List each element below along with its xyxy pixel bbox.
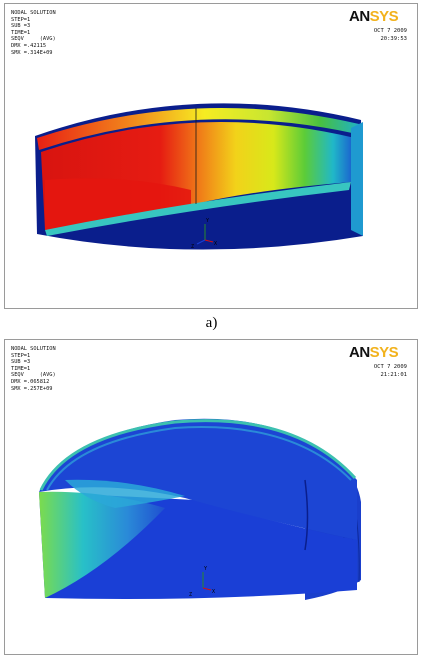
legend-line: STEP=1 (11, 16, 31, 23)
legend-line: TIME=1 (11, 29, 31, 36)
legend-line: SUB =3 (11, 23, 31, 30)
stressed-face (39, 491, 165, 598)
legend-line: STEP=1 (11, 352, 31, 359)
legend-line: DMX =.42115 (11, 42, 47, 49)
end-face (351, 122, 363, 236)
axis-z-label: Z (189, 592, 192, 598)
legend-line: SMX =.314E+09 (11, 49, 53, 56)
axis-y-label: Y (204, 566, 207, 572)
date-label: OCT 7 2009 (373, 364, 407, 370)
cyan-region (65, 479, 185, 508)
axis-y-label: Y (206, 218, 209, 224)
logo-sys: SYS (369, 8, 399, 25)
axis-x-label: X (214, 241, 217, 247)
result-panel-b: NODAL SOLUTION STEP=1 SUB =3 TIME=1 SEQV (AV… (4, 339, 418, 655)
axis-x-label: X (212, 589, 215, 595)
rim-edge (39, 419, 357, 491)
axis-triad: Y Z X (189, 566, 215, 598)
stress-contour-model-a: Y Z X (35, 103, 363, 250)
top-rim (37, 107, 359, 150)
legend-title: NODAL SOLUTION (11, 10, 56, 16)
figure-caption-a: a) (205, 315, 218, 331)
logo-sys: SYS (369, 344, 399, 361)
section-line (304, 479, 309, 551)
legend-block: NODAL SOLUTION STEP=1 SUB =3 TIME=1 SEQV (AV… (11, 346, 56, 392)
logo-an: AN (349, 8, 370, 25)
top-surface (39, 418, 357, 540)
legend-block: NODAL SOLUTION STEP=1 SUB =3 TIME=1 SEQV (AV… (11, 10, 56, 56)
ansys-logo: ANSYS (349, 345, 407, 361)
legend-line: TIME=1 (11, 365, 31, 372)
time-label: 21:21:01 (380, 372, 408, 378)
lower-edge-band (45, 182, 351, 236)
stress-hotspot (45, 178, 191, 230)
timestamp: OCT 7 2009 20:39:53 (374, 27, 407, 43)
result-panel-a: NODAL SOLUTION STEP=1 SUB =3 TIME=1 SEQV (AV… (4, 3, 418, 309)
legend-line: DMX =.065812 (11, 378, 50, 385)
legend-line: SMX =.257E+09 (11, 385, 53, 392)
date-label: OCT 7 2009 (373, 28, 407, 34)
timestamp: OCT 7 2009 21:21:01 (374, 363, 407, 379)
legend-line: SUB =3 (11, 359, 31, 366)
legend-title: NODAL SOLUTION (11, 346, 56, 352)
rim-edge-inner (46, 426, 352, 491)
legend-line: SEQV (AVG) (11, 36, 56, 43)
legend-line: SEQV (AVG) (11, 372, 56, 379)
time-label: 20:39:53 (380, 36, 408, 42)
axis-triad: Y Z X (191, 218, 217, 250)
stress-contour-model-b: Y Z X (39, 418, 361, 600)
ansys-logo: ANSYS (349, 9, 407, 25)
logo-an: AN (349, 344, 370, 361)
axis-z-label: Z (191, 244, 194, 250)
